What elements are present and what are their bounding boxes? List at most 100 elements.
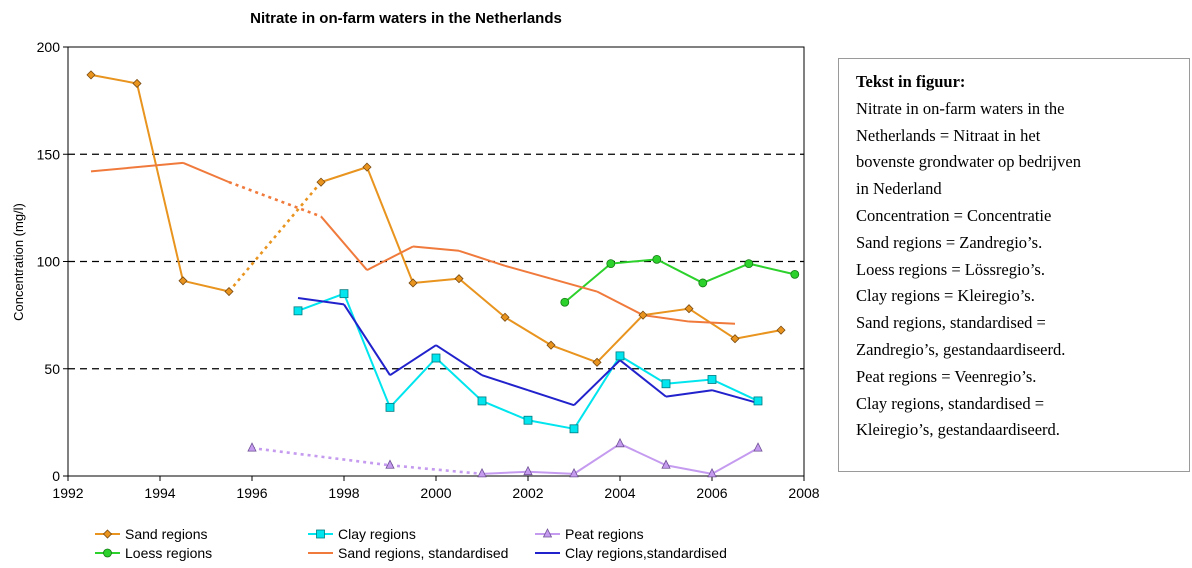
- legend-label: Peat regions: [565, 526, 644, 542]
- series-clay-regions-segment: [665, 378, 713, 385]
- series-peat-regions-segment: [481, 470, 529, 475]
- series-clay-regions-standardised-segment: [711, 389, 759, 405]
- series-sand-regions-segment: [90, 73, 138, 85]
- series-sand-regions-standardised-segment: [366, 245, 414, 271]
- series-loess-regions-segment: [564, 262, 612, 304]
- series-sand-regions-point: [546, 340, 556, 350]
- series-sand-regions-segment: [596, 314, 644, 364]
- note-line: in Nederland: [856, 179, 942, 199]
- series-layer: [86, 70, 800, 478]
- series-sand-regions-standardised-segment: [688, 320, 736, 325]
- series-sand-regions-segment: [550, 344, 598, 364]
- axes: 0 50 100 150 200 1992 1994 1996 1998 2000 2002 2004…: [37, 39, 820, 501]
- series-sand-regions-standardised-segment: [550, 277, 598, 293]
- series-peat-regions-point: [477, 467, 487, 478]
- note-line: Clay regions, standardised =: [856, 393, 1045, 413]
- legend-label: Loess regions: [125, 545, 212, 561]
- series-sand-regions-segment: [136, 83, 184, 282]
- translation-note: Tekst in figuur: Nitrate in on-farm wate…: [838, 58, 1190, 472]
- series-peat-regions-point: [569, 467, 579, 478]
- series-sand-regions-point: [592, 357, 602, 367]
- legend-marker: [102, 529, 113, 539]
- series-clay-regions-standardised-segment: [619, 359, 667, 398]
- legend-marker: [103, 548, 112, 558]
- series-clay-regions-segment: [619, 355, 667, 385]
- legend-marker: [316, 529, 325, 539]
- x-tick-label: 2008: [788, 485, 819, 501]
- series-peat-regions-segment: [619, 442, 667, 467]
- note-line: Netherlands = Nitraat in het: [856, 125, 1041, 145]
- series-sand-regions-standardised-segment: [320, 215, 368, 271]
- series-clay-regions-segment: [297, 292, 345, 312]
- series-clay-regions-standardised-segment: [389, 344, 437, 377]
- series-clay-regions-standardised-segment: [343, 303, 391, 376]
- series-sand-regions-point: [638, 310, 648, 320]
- series-loess-regions-point: [744, 259, 754, 269]
- series-sand-regions-point: [454, 274, 464, 284]
- series-sand-regions-segment: [688, 307, 736, 340]
- series-sand-regions-standardised-segment: [458, 249, 506, 267]
- series-peat-regions-point: [707, 467, 717, 478]
- series-sand-regions-segment: [182, 279, 230, 293]
- series-sand-regions-segment: [366, 166, 414, 284]
- series-peat-regions-segment: [665, 464, 713, 475]
- series-clay-regions-point: [385, 402, 395, 412]
- x-tick-label: 2004: [604, 485, 635, 501]
- series-clay-regions-segment: [389, 357, 437, 409]
- series-clay-regions-point: [339, 289, 349, 299]
- note-line: Peat regions = Veenregio’s.: [856, 366, 1037, 386]
- series-clay-regions-point: [707, 375, 717, 384]
- series-clay-regions-point: [753, 396, 763, 406]
- note-line: Sand regions, standardised =: [856, 313, 1046, 333]
- series-sand-regions-point: [132, 78, 142, 89]
- x-tick-label: 1992: [52, 485, 83, 501]
- note-title: Tekst in figuur:: [856, 72, 966, 91]
- series-loess-regions-point: [652, 254, 662, 264]
- series-sand-regions-point: [408, 278, 418, 288]
- x-tick-label: 1998: [328, 485, 359, 501]
- x-tick-label: 2002: [512, 485, 543, 501]
- series-peat-regions-point: [661, 459, 671, 469]
- legend-label: Sand regions, standardised: [338, 545, 508, 561]
- series-clay-regions-point: [661, 379, 671, 389]
- note-line: Loess regions = Lössregio’s.: [856, 259, 1045, 279]
- note-line: Kleiregio’s, gestandaardiseerd.: [856, 420, 1060, 440]
- series-sand-regions-segment: [228, 181, 322, 293]
- legend-label: Clay regions: [338, 526, 416, 542]
- series-sand-regions-standardised-segment: [412, 245, 460, 252]
- legend-marker: [542, 528, 553, 538]
- y-tick-label: 200: [37, 39, 61, 55]
- series-sand-regions-segment: [504, 316, 552, 347]
- series-sand-regions-point: [730, 334, 740, 344]
- series-clay-regions-segment: [343, 293, 391, 408]
- chart-title: Nitrate in on-farm waters in the Netherl…: [250, 10, 562, 27]
- series-peat-regions-segment: [711, 447, 759, 475]
- series-peat-regions-segment: [389, 463, 483, 476]
- series-sand-regions-standardised-segment: [228, 180, 322, 218]
- series-sand-regions-segment: [458, 277, 506, 319]
- series-loess-regions-segment: [610, 258, 657, 265]
- series-sand-regions-standardised-segment: [596, 290, 644, 317]
- series-sand-regions-standardised-segment: [90, 161, 184, 173]
- note-line: Zandregio’s, gestandaardiseerd.: [856, 339, 1066, 359]
- series-sand-regions-point: [362, 162, 372, 172]
- series-clay-regions-point: [569, 424, 579, 434]
- series-clay-regions-standardised-segment: [573, 359, 621, 406]
- series-sand-regions-standardised-segment: [182, 161, 230, 184]
- series-peat-regions-segment: [251, 446, 391, 467]
- series-clay-regions-standardised-segment: [481, 374, 529, 392]
- x-tick-label: 2006: [696, 485, 727, 501]
- legend: Sand regions Clay regions Peat regions Loes…: [95, 526, 727, 561]
- y-tick-label: 0: [52, 468, 60, 484]
- series-peat-regions-point: [753, 442, 763, 452]
- series-sand-regions-point: [776, 325, 786, 335]
- series-clay-regions-segment: [527, 419, 575, 430]
- series-peat-regions-point: [615, 437, 625, 448]
- series-sand-regions-point: [500, 312, 510, 322]
- series-peat-regions-point: [247, 442, 257, 452]
- series-peat-regions-segment: [573, 442, 621, 475]
- series-clay-regions-point: [523, 415, 533, 425]
- series-loess-regions-point: [698, 278, 708, 288]
- series-loess-regions-point: [790, 269, 800, 279]
- y-tick-label: 150: [37, 146, 61, 162]
